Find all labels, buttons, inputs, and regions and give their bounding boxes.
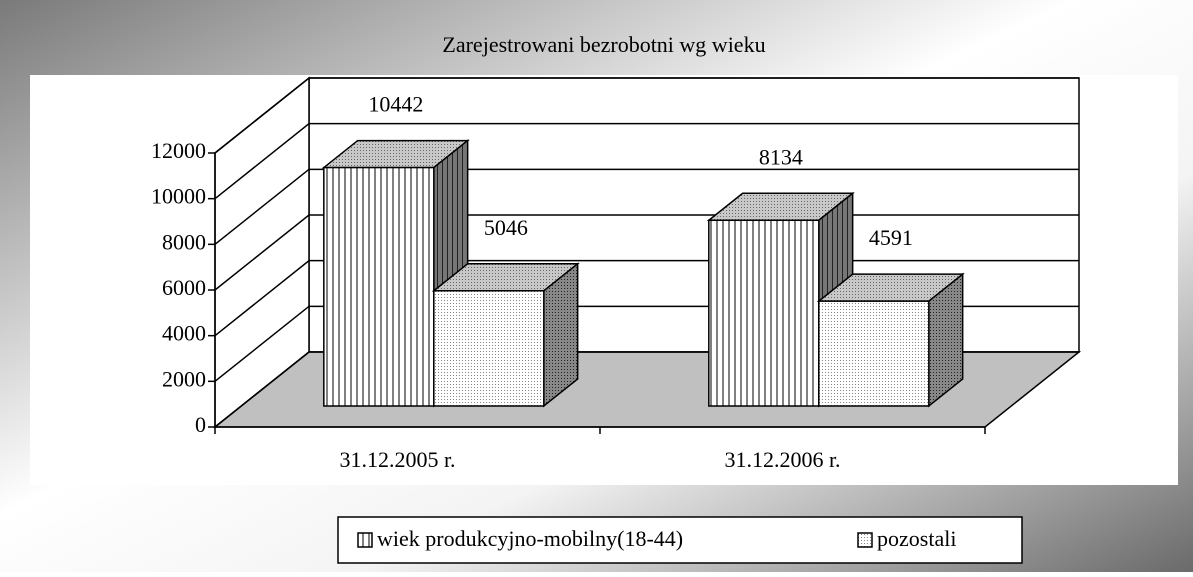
bar <box>708 219 820 407</box>
bar <box>323 166 435 407</box>
legend-label: pozostali <box>877 526 956 551</box>
bar <box>433 290 545 407</box>
y-tick-label: 10000 <box>151 184 206 209</box>
x-tick-label: 31.12.2005 r. <box>339 447 455 472</box>
bar <box>818 300 930 407</box>
value-label: 4591 <box>869 225 913 250</box>
grid-line <box>214 77 1079 154</box>
legend <box>337 516 1023 564</box>
x-tick-label: 31.12.2006 r. <box>724 447 840 472</box>
y-tick-label: 4000 <box>162 321 206 346</box>
y-tick-label: 2000 <box>162 366 206 391</box>
grid-line <box>214 122 1079 200</box>
y-tick-label: 8000 <box>162 229 206 254</box>
y-tick-label: 6000 <box>162 275 206 300</box>
value-label: 10442 <box>368 92 423 117</box>
grid-line <box>214 168 1079 245</box>
y-tick-label: 12000 <box>151 138 206 163</box>
value-label: 8134 <box>759 144 803 169</box>
chart-title: Zarejestrowani bezrobotni wg wieku <box>442 32 765 57</box>
value-label: 5046 <box>484 215 528 240</box>
legend-swatch <box>357 532 373 548</box>
y-tick-label: 0 <box>195 412 206 437</box>
legend-swatch <box>857 532 873 548</box>
legend-label: wiek produkcyjno-mobilny(18-44) <box>377 526 683 551</box>
